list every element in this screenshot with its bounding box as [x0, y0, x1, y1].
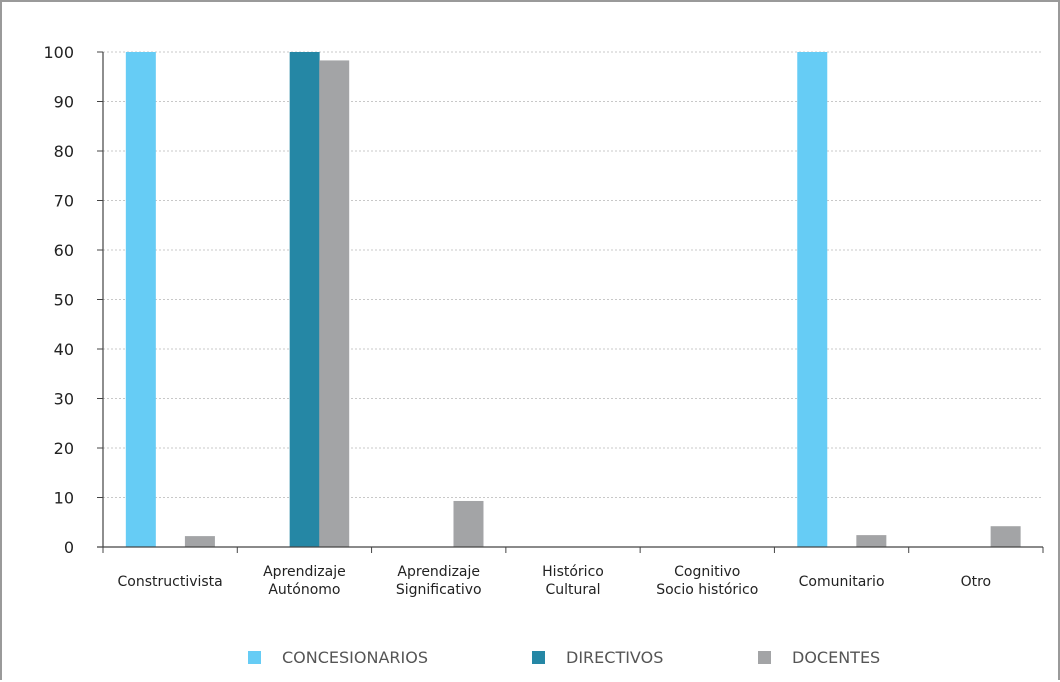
y-tick-label: 100	[43, 43, 74, 62]
y-tick-label: 80	[54, 142, 74, 161]
legend-item-concesionarios: CONCESIONARIOS	[248, 648, 428, 667]
bar-docentes-0	[184, 536, 215, 547]
bar-concesionarios-5	[797, 52, 828, 547]
category-label: Aprendizaje Autónomo	[263, 564, 346, 598]
bar-directivos-1	[289, 52, 320, 547]
y-tick-label: 90	[54, 93, 74, 112]
y-tick-labels: 0 10 20 30 40 50 60 70 80 90 100	[43, 43, 74, 557]
bar-docentes-6	[990, 526, 1021, 547]
y-tick-label: 10	[54, 489, 74, 508]
x-category-labels: Constructivista Aprendizaje Autónomo Aprend…	[118, 564, 992, 598]
y-tick-label: 70	[54, 192, 74, 211]
bar-docentes-1	[319, 60, 350, 547]
bar-concesionarios-0	[125, 52, 156, 547]
category-label: Otro	[961, 574, 992, 590]
legend: CONCESIONARIOS DIRECTIVOS DOCENTES	[248, 648, 880, 667]
bar-docentes-5	[856, 535, 887, 547]
legend-item-docentes: DOCENTES	[758, 648, 880, 667]
y-tick-label: 40	[54, 340, 74, 359]
y-tick-label: 0	[64, 538, 74, 557]
legend-label: CONCESIONARIOS	[282, 648, 428, 667]
axes	[97, 51, 1044, 553]
legend-swatch	[532, 651, 545, 664]
category-label: Comunitario	[799, 574, 885, 590]
category-label: Cognitivo Socio histórico	[656, 564, 758, 598]
legend-label: DOCENTES	[792, 648, 880, 667]
y-tick-label: 50	[54, 291, 74, 310]
grid-lines	[103, 51, 1043, 498]
category-label: Aprendizaje Significativo	[396, 564, 482, 598]
y-tick-label: 30	[54, 390, 74, 409]
bars	[125, 52, 1021, 547]
category-label: Histórico Cultural	[542, 564, 604, 598]
category-label: Constructivista	[118, 574, 223, 590]
y-tick-label: 20	[54, 439, 74, 458]
legend-swatch	[758, 651, 771, 664]
legend-item-directivos: DIRECTIVOS	[532, 648, 663, 667]
legend-swatch	[248, 651, 261, 664]
y-tick-label: 60	[54, 241, 74, 260]
legend-label: DIRECTIVOS	[566, 648, 663, 667]
bar-docentes-2	[453, 500, 484, 547]
